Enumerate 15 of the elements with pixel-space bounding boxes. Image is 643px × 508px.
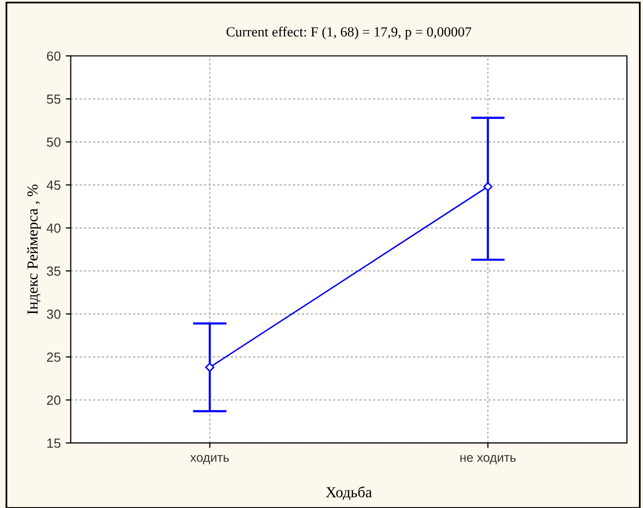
y-tick-label: 55 [46,94,60,104]
y-tick-label: 50 [46,137,60,147]
y-tick-label: 45 [46,180,60,190]
y-tick-label: 30 [46,310,60,319]
y-tick-label: 20 [46,396,60,405]
x-tick-label: не ходить [460,455,516,464]
x-axis-title: Ходьба [326,486,372,500]
y-tick-label: 25 [46,352,60,362]
y-tick-label: 60 [47,51,60,61]
y-tick-label: 35 [46,266,60,276]
chart-title: Current effect: F (1, 68) = 17,9, p = 0,00007 [226,26,472,40]
y-tick-label: 40 [46,223,60,233]
x-tick-label: ходить [190,455,229,464]
y-tick-label: 15 [47,438,60,448]
y-axis-title: Індекс Реймерса , % [27,184,41,314]
